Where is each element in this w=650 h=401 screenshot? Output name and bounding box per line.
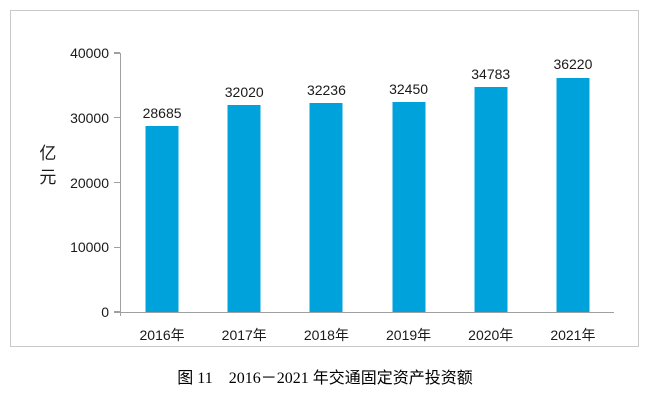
y-axis-line xyxy=(120,53,122,316)
bar-value-label: 28685 xyxy=(142,105,182,122)
y-axis-tick-label: 40000 xyxy=(70,45,109,61)
y-axis-tick-label: 30000 xyxy=(70,109,109,126)
x-axis-tick-label: 2021年 xyxy=(550,327,596,343)
bar-value-label: 32236 xyxy=(306,82,346,99)
y-axis-tick-label: 20000 xyxy=(70,174,109,191)
bar xyxy=(227,104,261,312)
bar-value-label: 36220 xyxy=(553,56,593,73)
bar-value-label: 32450 xyxy=(389,80,429,97)
y-axis-tick-label: 10000 xyxy=(70,239,109,256)
bar-group: 32450 2019年 xyxy=(368,53,450,343)
x-axis-tick-label: 2020年 xyxy=(468,327,514,343)
x-axis-tick-label: 2019年 xyxy=(386,327,432,343)
y-axis-tick-mark xyxy=(114,311,120,313)
chart-frame: 亿元 0 10000 20000 30000 40000 28685 2016年 32020 2… xyxy=(10,10,639,347)
y-axis-title: 亿元 xyxy=(39,144,57,188)
bar xyxy=(474,86,508,312)
y-axis-tick-mark xyxy=(114,181,120,184)
bar xyxy=(392,101,426,312)
bar xyxy=(145,126,179,312)
x-axis-tick-label: 2018年 xyxy=(303,327,349,343)
bar-group: 32236 2018年 xyxy=(285,53,367,343)
y-axis-tick-mark xyxy=(114,117,120,119)
x-axis-line xyxy=(120,312,614,314)
bar xyxy=(556,77,590,312)
plot-area: 0 10000 20000 30000 40000 28685 2016年 32020 2017… xyxy=(70,45,614,343)
bar-group: 36220 2021年 xyxy=(532,53,614,343)
figure-caption: 图 11 2016－2021 年交通固定资产投资额 xyxy=(177,370,473,387)
bar xyxy=(309,103,343,312)
bar-value-label: 32020 xyxy=(224,83,264,100)
y-axis-tick-mark xyxy=(114,246,120,248)
x-axis-tick-label: 2016年 xyxy=(139,327,185,343)
bar-group: 34783 2020年 xyxy=(450,53,532,343)
bar-group: 28685 2016年 xyxy=(121,53,203,343)
bar-value-label: 34783 xyxy=(471,65,511,82)
y-axis-tick-label: 0 xyxy=(101,304,109,320)
bar-group: 32020 2017年 xyxy=(203,53,285,343)
x-axis-tick-label: 2017年 xyxy=(221,327,267,343)
y-axis-tick-mark xyxy=(114,52,120,54)
